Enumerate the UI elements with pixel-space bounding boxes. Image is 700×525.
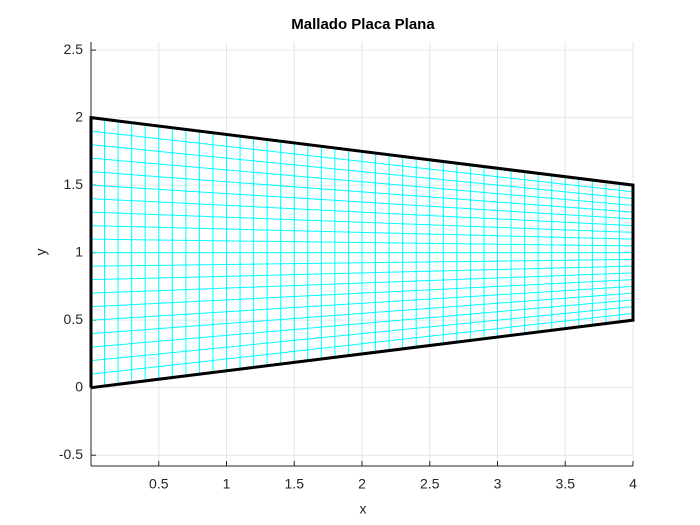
mesh-line (90, 157, 634, 206)
mesh-line (90, 198, 634, 227)
y-tick-label: -0.5 (59, 446, 83, 462)
mesh-line (90, 225, 634, 240)
mesh-line (90, 279, 634, 308)
y-tick-label: 0 (75, 378, 83, 394)
mesh-line (90, 299, 634, 348)
chart-title: Mallado Placa Plana (291, 16, 435, 33)
x-tick-label: 1 (223, 476, 231, 492)
mesh-line (90, 312, 634, 375)
mesh-line (90, 272, 634, 294)
mesh-line (90, 292, 634, 335)
mesh-line (90, 238, 634, 247)
x-tick-label: 2 (358, 476, 366, 492)
mesh-line (90, 130, 634, 193)
y-axis-label: y (33, 249, 49, 256)
x-axis-label: x (360, 501, 367, 517)
mesh-line (90, 265, 634, 281)
x-tick-label: 2.5 (420, 476, 440, 492)
mesh-line (90, 184, 634, 220)
mesh-line (90, 306, 634, 362)
x-tick-label: 1.5 (285, 476, 305, 492)
y-tick-label: 0.5 (64, 311, 84, 327)
x-tick-label: 3 (494, 476, 502, 492)
mesh-line (90, 144, 634, 200)
y-tick-label: 2 (75, 108, 83, 124)
mesh-line (90, 285, 634, 321)
y-tick-label: 1 (75, 243, 83, 259)
boundary (89, 115, 635, 390)
x-tick-label: 3.5 (556, 476, 576, 492)
y-tick-label: 1.5 (64, 176, 84, 192)
x-tick-label: 4 (629, 476, 637, 492)
y-tick-label: 2.5 (64, 41, 84, 57)
mesh-line (90, 171, 634, 213)
mesh-line (90, 211, 634, 233)
mesh-line (90, 258, 634, 267)
x-tick-label: 0.5 (149, 476, 169, 492)
